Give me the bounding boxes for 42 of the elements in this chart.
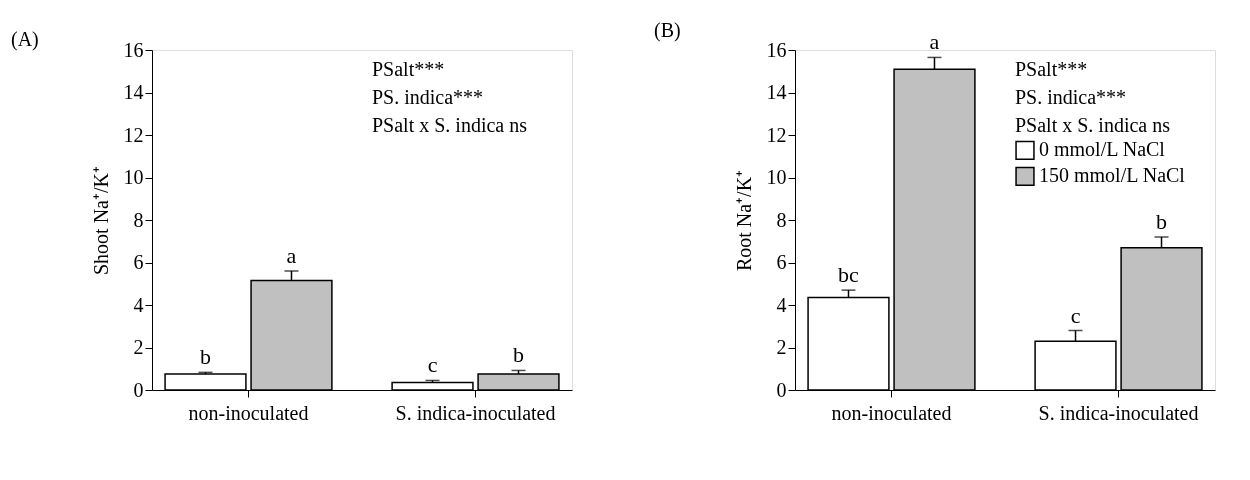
y-tick-label: 14 — [766, 81, 787, 103]
annotation: b — [1156, 209, 1168, 234]
y-tick-label: 6 — [133, 251, 144, 273]
y-tick-label: 4 — [776, 293, 787, 316]
y-tick-label: 8 — [776, 208, 787, 231]
y-tick-label: 14 — [123, 81, 144, 103]
y-tick-label: 10 — [123, 166, 144, 188]
y-tick-label: 0 — [776, 378, 787, 401]
y-tick-label: 8 — [133, 208, 144, 231]
annotation: a — [286, 243, 297, 268]
x-tick-label: S. indica-inoculated — [1038, 401, 1199, 424]
y-tick-label: 12 — [766, 123, 787, 146]
chart-title: (B) — [654, 19, 681, 43]
y-axis-title: Shoot Na⁺/K⁺ — [89, 166, 112, 275]
chart-title: (A) — [11, 28, 39, 51]
annotation: PSalt*** — [372, 58, 445, 81]
annotation: c — [427, 352, 438, 378]
y-tick-label: 12 — [123, 123, 144, 146]
y-tick-label: 10 — [766, 166, 787, 188]
annotation: b — [199, 344, 211, 370]
y-tick-label: 16 — [766, 38, 787, 61]
y-tick-label: 16 — [123, 38, 144, 61]
annotation: PSalt x S. indica ns — [1015, 114, 1171, 137]
annotation: PS. indica*** — [1015, 86, 1127, 109]
annotation: bc — [838, 262, 860, 288]
annotation: PSalt*** — [1015, 58, 1088, 81]
x-tick-label: non-inoculated — [831, 401, 952, 424]
legend-label: 150 mmol/L NaCl — [1039, 164, 1186, 187]
y-tick-label: 2 — [133, 336, 144, 358]
annotation: PS. indica*** — [372, 86, 484, 109]
y-tick-label: 2 — [776, 336, 787, 358]
x-tick-label: S. indica-inoculated — [395, 401, 556, 424]
annotation: b — [513, 342, 525, 368]
y-tick-label: 4 — [133, 293, 144, 316]
y-tick-label: 0 — [133, 378, 144, 401]
annotation: c — [1070, 302, 1081, 328]
y-axis-title: Root Na⁺/K⁺ — [732, 169, 755, 272]
annotation: PSalt x S. indica ns — [372, 114, 528, 137]
annotation: a — [929, 29, 940, 55]
legend-label: 0 mmol/L NaCl — [1039, 138, 1166, 161]
x-tick-label: non-inoculated — [188, 401, 309, 424]
y-tick-label: 6 — [776, 251, 787, 273]
